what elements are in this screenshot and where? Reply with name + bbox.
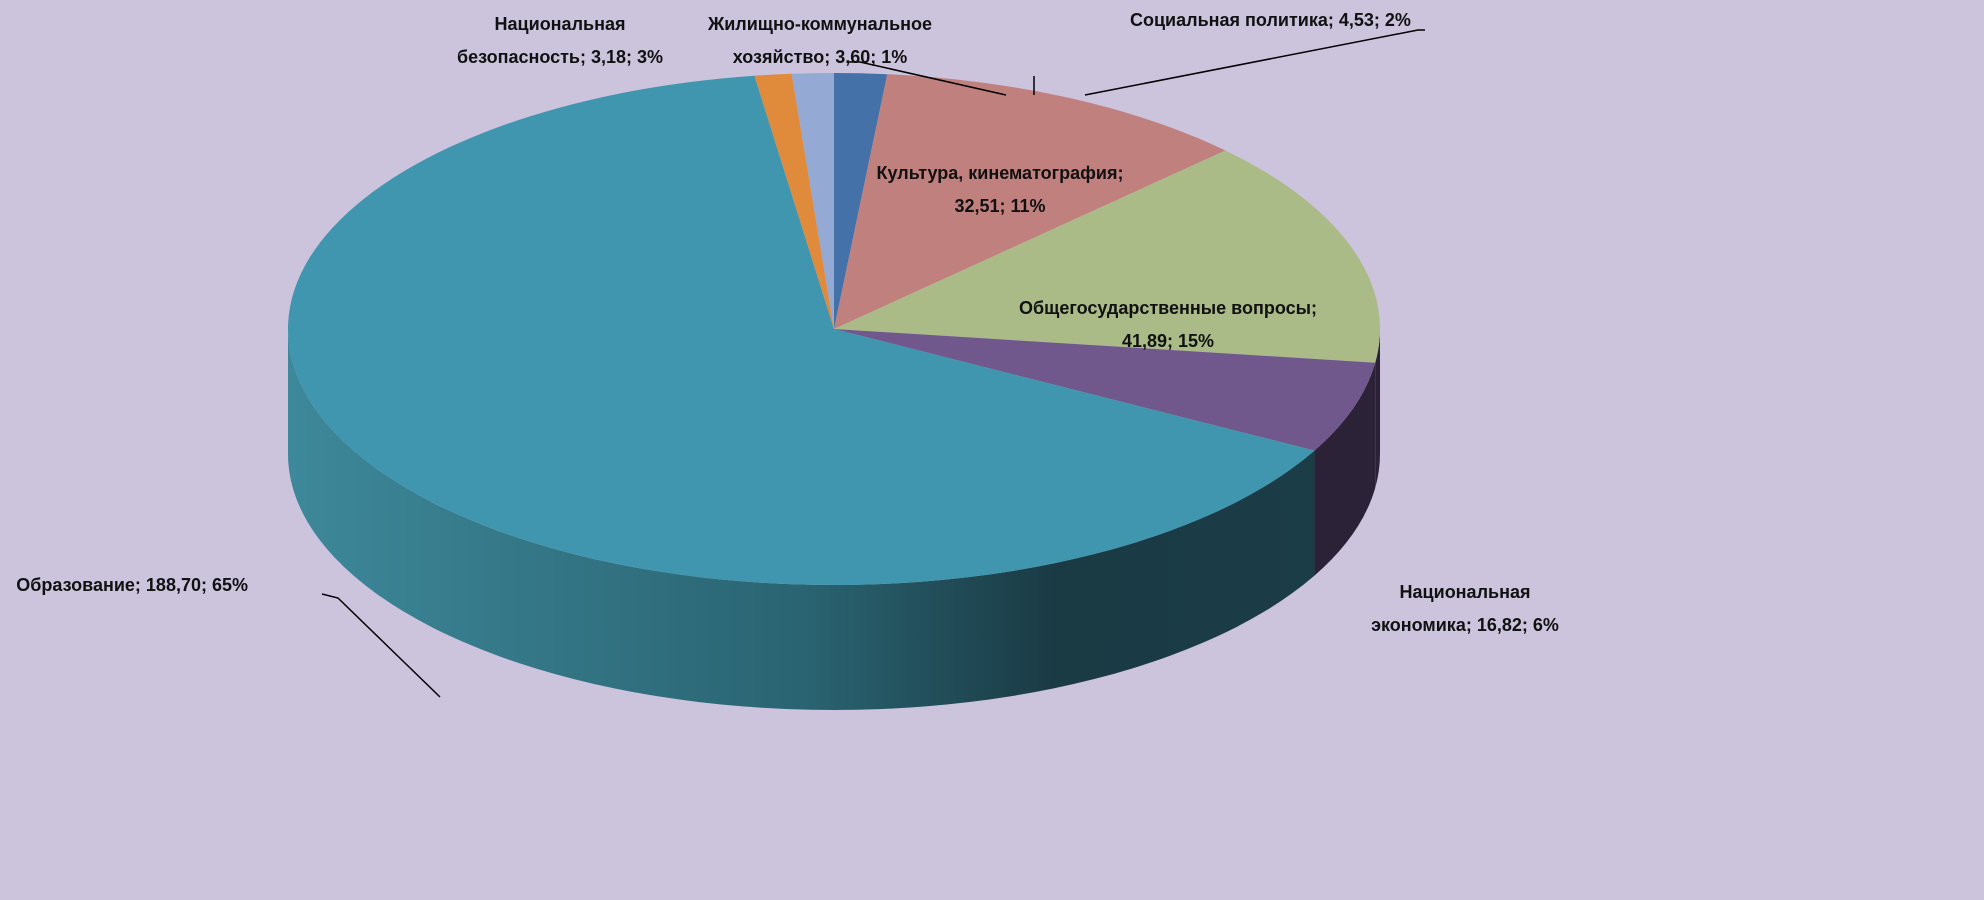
data-label: Общегосударственные вопросы; [1019,298,1317,318]
slice-side [288,329,1315,710]
slice [834,73,888,329]
slice-side [1375,329,1380,488]
data-label: экономика; 16,82; 6% [1371,615,1559,635]
data-label: Культура, кинематография; [877,163,1124,183]
data-label: Образование; 188,70; 65% [16,575,248,595]
leader-line [848,61,1007,96]
data-label: Жилищно-коммунальное [707,14,932,34]
leader-line [321,593,441,698]
data-label: 41,89; 15% [1122,331,1214,351]
slice [834,74,1226,330]
leader-line [1084,29,1425,96]
data-label: Социальная политика; 4,53; 2% [1130,10,1411,30]
data-label: хозяйство; 3,60; 1% [733,47,908,67]
data-label: Национальная [495,14,626,34]
slice-side [1314,362,1376,576]
data-label: Национальная [1400,582,1531,602]
slice [754,73,834,330]
slice [791,73,834,329]
slice [287,75,1315,586]
slice [834,329,1376,451]
slice [834,150,1380,363]
data-label: безопасность; 3,18; 3% [457,47,663,67]
data-label: 32,51; 11% [954,196,1045,216]
